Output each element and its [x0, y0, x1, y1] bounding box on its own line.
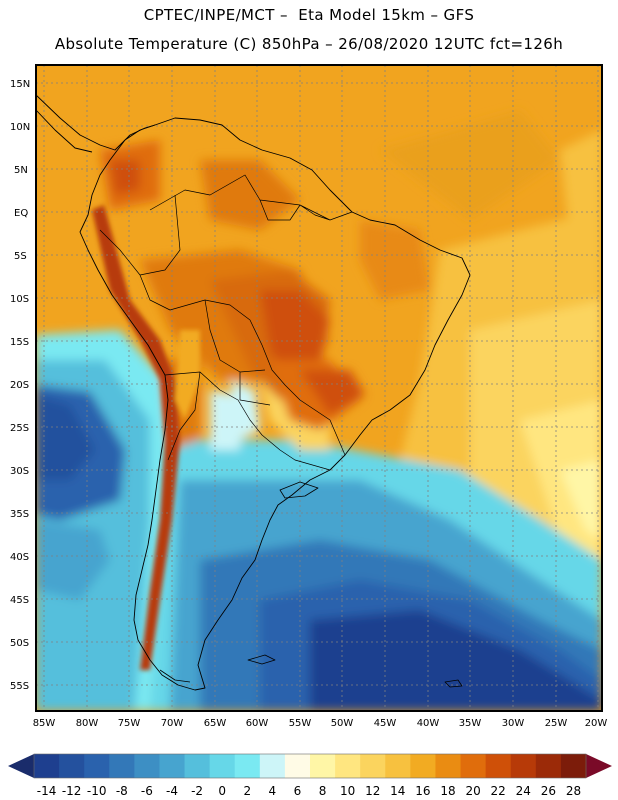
lon-label-60w: 60W	[246, 718, 269, 729]
colorbar-swatch	[234, 754, 261, 778]
colorbar-label: 0	[218, 784, 226, 798]
colorbar-label: 12	[365, 784, 380, 798]
colorbar-label: 10	[340, 784, 355, 798]
lon-label-85w: 85W	[33, 718, 56, 729]
colorbar-swatch	[410, 754, 436, 778]
colorbar-outline	[33, 753, 587, 779]
colorbar-label: 28	[566, 784, 581, 798]
colorbar-label: 6	[294, 784, 302, 798]
map-frame	[35, 64, 603, 712]
colorbar-swatch	[560, 754, 587, 778]
colorbar-swatch	[485, 754, 512, 778]
colorbar-swatch	[535, 754, 562, 778]
colorbar-label: -2	[191, 784, 203, 798]
lat-label-50s: 50S	[10, 638, 29, 649]
colorbar-swatch	[310, 754, 336, 778]
colorbar-label: -4	[166, 784, 178, 798]
colorbar-swatch	[259, 754, 286, 778]
colorbar-swatch	[360, 754, 386, 778]
colorbar-swatch	[134, 754, 160, 778]
islands-and-coast-details	[159, 481, 463, 688]
lat-label-40s: 40S	[10, 552, 29, 563]
colorbar-label: 22	[491, 784, 506, 798]
lat-label-30s: 30S	[10, 466, 29, 477]
colorbar-swatch	[59, 754, 85, 778]
colorbar-swatch	[159, 754, 186, 778]
colorbar-swatch	[34, 754, 60, 778]
colorbar-label: -12	[62, 784, 82, 798]
lat-label-15n: 15N	[10, 79, 30, 90]
colorbar-swatch	[435, 754, 462, 778]
colorbar-swatch	[510, 754, 537, 778]
lat-label-45s: 45S	[10, 595, 29, 606]
map-title-line-2: Absolute Temperature (C) 850hPa – 26/08/…	[54, 35, 564, 53]
lat-label-55s: 55S	[10, 681, 29, 692]
colorbar-label: 20	[465, 784, 480, 798]
colorbar-label: 14	[390, 784, 405, 798]
colorbar-label: -8	[116, 784, 128, 798]
lat-label-10n: 10N	[10, 122, 30, 133]
lat-label-5s: 5S	[14, 251, 27, 262]
map-title-line-1: CPTEC/INPE/MCT – Eta Model 15km – GFS	[143, 6, 475, 24]
lon-label-25w: 25W	[545, 718, 568, 729]
south-america-coastline	[79, 117, 471, 691]
colorbar-swatch	[284, 754, 311, 778]
lon-label-80w: 80W	[76, 718, 99, 729]
colorbar-swatch	[184, 754, 211, 778]
country-borders	[99, 174, 353, 471]
lon-label-45w: 45W	[374, 718, 397, 729]
lat-label-25s: 25S	[10, 423, 29, 434]
colorbar-over-arrow	[586, 754, 612, 778]
central-america-coastline	[36, 94, 156, 153]
lat-label-20s: 20S	[10, 380, 29, 391]
lon-label-35w: 35W	[459, 718, 482, 729]
lon-label-30w: 30W	[502, 718, 525, 729]
colorbar-swatch	[335, 754, 361, 778]
lon-label-65w: 65W	[204, 718, 227, 729]
latitude-labels: 15N 10N 5N EQ 5S 10S 15S 20S 25S 30S 35S…	[10, 79, 30, 692]
colorbar-label: 16	[415, 784, 430, 798]
grid-lines	[36, 65, 602, 711]
colorbar-label: 2	[243, 784, 251, 798]
colorbar-swatch	[109, 754, 135, 778]
lon-label-75w: 75W	[118, 718, 141, 729]
colorbar-label: -10	[87, 784, 107, 798]
colorbar-swatch	[84, 754, 110, 778]
colorbar-label: -14	[37, 784, 57, 798]
lon-label-70w: 70W	[161, 718, 184, 729]
lat-label-10s: 10S	[10, 294, 29, 305]
lat-label-5n: 5N	[14, 165, 28, 176]
colorbar-swatch	[385, 754, 411, 778]
colorbar-label: 26	[541, 784, 556, 798]
colorbar: -14 -12 -10 -8 -6 -4 -2 0 2 4 6 8 10 12 14 16 18 20 22 24 26…	[8, 753, 612, 798]
lat-label-eq: EQ	[14, 208, 28, 219]
colorbar-label: 18	[440, 784, 455, 798]
lat-label-35s: 35S	[10, 509, 29, 520]
colorbar-label: 24	[516, 784, 531, 798]
lon-label-55w: 55W	[289, 718, 312, 729]
colorbar-swatch	[460, 754, 487, 778]
longitude-labels: 85W 80W 75W 70W 65W 60W 55W 50W 45W 40W …	[33, 718, 608, 729]
lon-label-40w: 40W	[417, 718, 440, 729]
colorbar-under-arrow	[8, 754, 34, 778]
colorbar-swatch	[209, 754, 236, 778]
colorbar-label: -6	[141, 784, 153, 798]
colorbar-label: 4	[269, 784, 277, 798]
lon-label-50w: 50W	[331, 718, 354, 729]
temperature-field	[36, 65, 602, 711]
lat-label-15s: 15S	[10, 337, 29, 348]
lon-label-20w: 20W	[585, 718, 608, 729]
colorbar-label: 8	[319, 784, 327, 798]
